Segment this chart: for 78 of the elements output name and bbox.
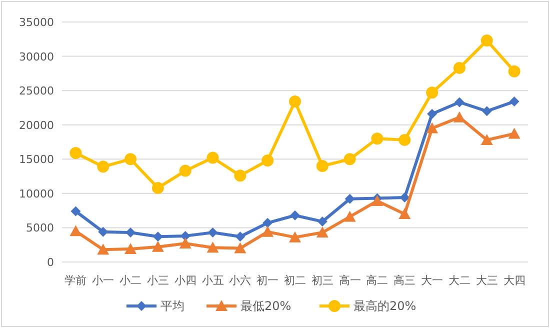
point <box>290 210 300 220</box>
point <box>98 226 108 237</box>
point <box>289 231 301 242</box>
x-tick-label: 学前 <box>64 274 87 287</box>
point <box>70 146 82 159</box>
point <box>426 86 438 99</box>
point <box>509 96 520 107</box>
x-tick-label: 大一 <box>421 274 444 287</box>
point <box>234 242 246 254</box>
x-tick-label: 初二 <box>284 274 306 287</box>
x-tick-label: 大四 <box>503 274 526 287</box>
point <box>124 242 137 254</box>
point <box>152 182 164 194</box>
point <box>398 134 411 146</box>
x-tick-label: 初一 <box>256 274 279 287</box>
point <box>400 192 410 203</box>
x-tick-label: 高三 <box>394 274 416 287</box>
point <box>152 240 164 252</box>
point <box>426 122 438 134</box>
y-tick-label: 25000 <box>19 84 54 98</box>
point <box>70 206 81 216</box>
point <box>206 152 219 164</box>
x-tick-label: 小一 <box>92 274 114 287</box>
point <box>344 194 355 204</box>
point <box>208 228 218 238</box>
x-tick-label: 高一 <box>338 274 361 287</box>
y-tick-label: 15000 <box>19 153 54 166</box>
point <box>480 34 493 47</box>
x-tick-label: 小三 <box>146 274 169 287</box>
y-tick-label: 20000 <box>19 118 54 132</box>
point <box>179 164 192 177</box>
point <box>206 242 219 253</box>
point <box>262 154 274 167</box>
point <box>124 153 137 166</box>
x-tick-label: 大三 <box>476 274 498 287</box>
point <box>126 228 136 238</box>
y-tick-label: 0 <box>47 256 54 269</box>
point <box>344 153 356 166</box>
point <box>262 226 274 237</box>
x-tick-label: 小四 <box>174 274 196 287</box>
point <box>453 111 466 122</box>
point <box>371 132 384 145</box>
point <box>454 97 464 108</box>
y-tick-label: 5000 <box>26 222 54 235</box>
x-tick-label: 小六 <box>229 274 252 287</box>
point <box>97 244 110 255</box>
x-tick-label: 初三 <box>311 274 334 287</box>
point <box>235 232 246 242</box>
point <box>289 96 301 108</box>
point <box>508 65 520 78</box>
point <box>480 134 493 145</box>
point <box>482 106 492 116</box>
point <box>398 208 411 219</box>
x-tick-label: 小二 <box>120 274 142 287</box>
y-tick-label: 35000 <box>19 16 54 29</box>
point <box>427 108 438 119</box>
legend-label: 平均 <box>160 299 184 313</box>
y-tick-label: 30000 <box>19 50 54 64</box>
x-tick-label: 小五 <box>202 274 224 287</box>
point <box>453 62 466 74</box>
point <box>317 216 328 227</box>
x-tick-label: 高二 <box>366 274 388 287</box>
point <box>179 237 192 248</box>
legend-label: 最高的20% <box>354 299 416 313</box>
point <box>344 210 356 222</box>
x-tick-label: 大二 <box>448 274 470 287</box>
point <box>70 225 82 236</box>
point <box>508 128 520 139</box>
point <box>180 230 190 241</box>
point <box>152 232 163 242</box>
point <box>316 226 328 238</box>
point <box>316 160 328 172</box>
point <box>97 160 110 173</box>
y-tick-label: 10000 <box>19 187 54 200</box>
point <box>262 218 273 228</box>
legend-label: 最低20% <box>240 299 292 313</box>
point <box>234 170 246 182</box>
point <box>371 194 384 206</box>
